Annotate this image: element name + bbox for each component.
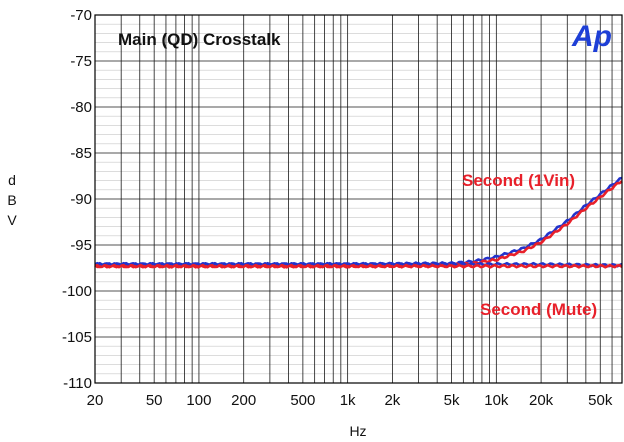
x-tick-labels: 20 50 100 200 500 1k 2k 5k 10k 20k 50k: [87, 392, 613, 409]
x-tick-label: 10k: [484, 392, 509, 409]
series-line-3: [94, 263, 623, 269]
chart-title: Main (QD) Crosstalk: [118, 30, 281, 49]
y-axis-title-b: B: [7, 192, 16, 208]
x-tick-label: 50k: [588, 392, 613, 409]
y-tick-label: -90: [70, 191, 92, 208]
x-tick-label: 20: [87, 392, 104, 409]
plot-frame: [94, 14, 623, 384]
annotation-second-1vin: Second (1Vin): [462, 171, 575, 190]
major-gridlines: [95, 15, 622, 383]
y-tick-label: -95: [70, 237, 92, 254]
annotation-second-mute: Second (Mute): [480, 300, 597, 319]
y-axis-title-v: V: [7, 212, 17, 228]
x-tick-label: 20k: [529, 392, 554, 409]
x-axis-title: Hz: [349, 423, 366, 439]
ap-logo: Ap: [571, 20, 612, 53]
y-tick-label: -85: [70, 145, 92, 162]
x-tick-label: 50: [146, 392, 163, 409]
x-tick-label: 5k: [444, 392, 460, 409]
y-tick-label: -100: [62, 283, 92, 300]
x-tick-label: 2k: [384, 392, 400, 409]
x-tick-label: 500: [290, 392, 315, 409]
y-tick-label: -80: [70, 99, 92, 116]
y-axis-title-d: d: [8, 172, 16, 188]
x-tick-label: 100: [186, 392, 211, 409]
y-tick-label: -70: [70, 7, 92, 24]
y-tick-label: -75: [70, 53, 92, 70]
series-layer: [94, 176, 623, 269]
x-tick-label: 1k: [340, 392, 356, 409]
y-tick-labels: -70 -75 -80 -85 -90 -95 -100 -105 -110: [62, 7, 92, 392]
y-tick-label: -110: [63, 375, 92, 392]
x-tick-label: 200: [231, 392, 256, 409]
y-tick-label: -105: [62, 329, 92, 346]
